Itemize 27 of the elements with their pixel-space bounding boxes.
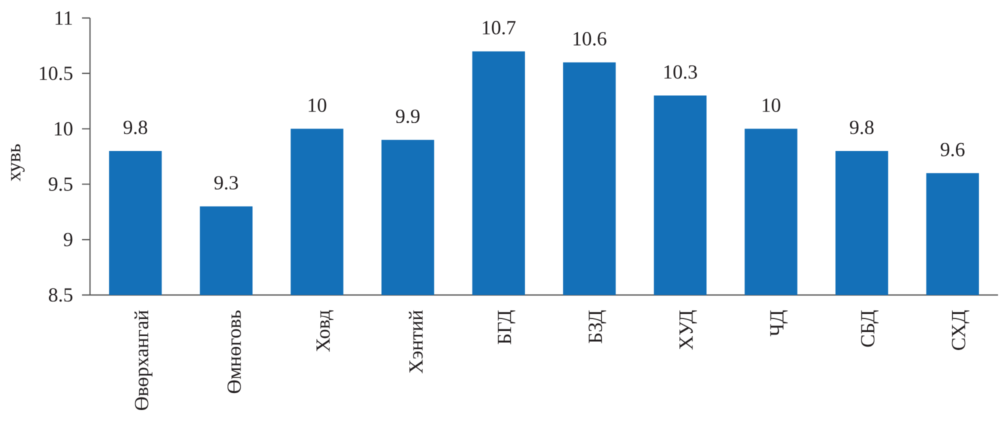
y-tick-label: 8.5: [48, 288, 72, 302]
data-label: 10.6: [574, 32, 606, 46]
x-tick-label: ХУД: [680, 310, 697, 350]
x-tick-label: СХД: [952, 310, 970, 350]
x-tick-label: БГД: [498, 310, 516, 344]
x-tick-label: СБД: [861, 310, 879, 347]
y-tick-label: 10.5: [40, 66, 72, 80]
x-tick-label: БЗД: [588, 310, 606, 344]
x-tick-label: Хэнтий: [408, 310, 423, 374]
x-tick-label: Өвөрхангай: [134, 310, 152, 410]
data-label: 9.6: [940, 142, 965, 156]
data-label: 9.9: [396, 110, 420, 124]
x-tick-label: Өмнөговь: [227, 310, 241, 394]
data-label: 9.3: [214, 176, 238, 190]
y-tick-label: 9: [64, 232, 72, 246]
data-label: 9.8: [850, 120, 874, 134]
y-tick-label: 9.5: [48, 177, 72, 191]
data-label: 10.7: [482, 20, 516, 35]
x-tick-label: Ховд: [316, 310, 334, 352]
data-label: 10.3: [664, 65, 697, 79]
data-label: 9.8: [124, 120, 148, 134]
y-axis-title: хувь: [11, 144, 25, 182]
data-label: 10: [308, 98, 326, 112]
data-label: 10: [762, 98, 780, 112]
y-tick-label: 11: [56, 11, 72, 25]
x-tick-label: ЧД: [770, 310, 788, 336]
y-tick-label: 10: [54, 122, 72, 136]
